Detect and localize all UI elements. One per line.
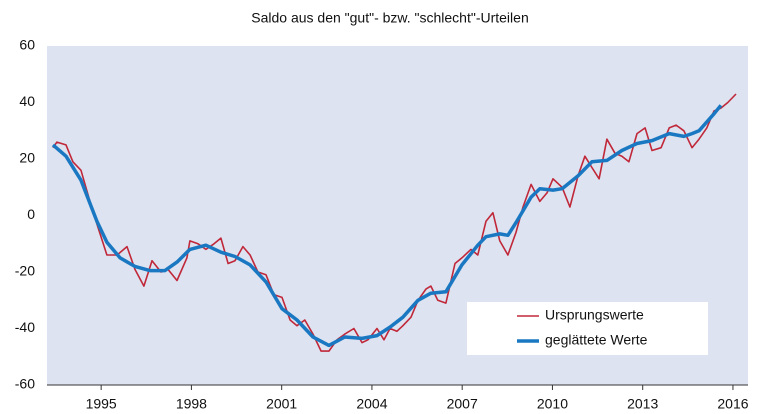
y-tick-label: 20 [19,150,35,166]
x-tick-label: 2001 [266,396,297,412]
chart-title: Saldo aus den "gut"- bzw. "schlecht"-Urt… [251,10,528,26]
legend-label: Ursprungswerte [545,307,644,323]
series-line [51,104,723,348]
x-tick-label: 2010 [537,396,568,412]
y-tick-label: -60 [15,376,35,392]
y-tick-label: -40 [15,319,35,335]
x-tick-label: 1995 [86,396,117,412]
x-tick-label: 2016 [717,396,748,412]
legend-label: geglättete Werte [545,332,648,348]
x-tick-label: 2004 [356,396,387,412]
y-tick-label: 0 [27,206,35,222]
y-tick-label: 40 [19,93,35,109]
y-tick-label: 60 [19,37,35,53]
series-line [52,93,737,352]
y-tick-label: -20 [15,263,35,279]
x-tick-label: 2007 [447,396,478,412]
x-tick-label: 2013 [627,396,658,412]
legend-box [467,302,708,355]
x-tick-label: 1998 [176,396,207,412]
